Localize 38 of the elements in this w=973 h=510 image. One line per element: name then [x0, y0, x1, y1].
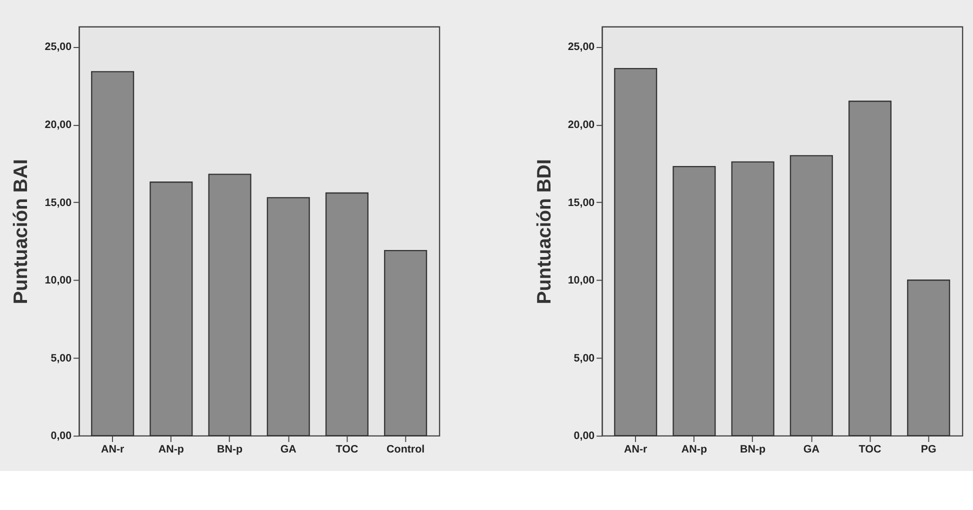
x-tick-label: BN-p	[216, 444, 244, 456]
y-tick-label: 5,00	[50, 352, 72, 364]
y-tick-label: 10,00	[44, 274, 72, 287]
x-tick-label: Control	[386, 444, 425, 456]
y-tick-label: 15,00	[568, 196, 595, 209]
bar	[907, 280, 950, 436]
x-tick-label: AN-r	[100, 444, 124, 456]
y-tick-label: 0,00	[574, 430, 595, 442]
bar	[150, 182, 193, 436]
x-tick-label: GA	[280, 444, 297, 456]
bar	[672, 166, 716, 436]
y-tick-label: 25,00	[568, 41, 595, 54]
bar	[91, 71, 134, 436]
y-tick-label: 5,00	[574, 352, 595, 364]
y-tick-label: 20,00	[44, 118, 72, 131]
y-tick-label: 25,00	[44, 41, 72, 54]
bar	[325, 192, 368, 436]
y-tick-label: 15,00	[44, 196, 72, 209]
bar	[208, 174, 252, 436]
x-tick-label: AN-p	[158, 444, 184, 456]
x-tick-label: AN-r	[624, 444, 648, 456]
bar	[266, 197, 310, 436]
bar	[848, 100, 892, 436]
x-tick-label: TOC	[336, 444, 358, 456]
x-tick-label: TOC	[858, 444, 882, 456]
y-tick-label: 0,00	[50, 430, 72, 442]
y-axis-title: Puntuación BAI	[10, 159, 32, 304]
x-tick-label: BN-p	[740, 444, 766, 456]
y-tick-label: 20,00	[568, 118, 595, 131]
x-tick-label: AN-p	[681, 444, 708, 456]
bar	[731, 161, 774, 436]
x-tick-label: GA	[803, 444, 820, 456]
y-tick-label: 10,00	[568, 274, 595, 287]
bar	[790, 155, 833, 436]
x-tick-label: PG	[920, 444, 936, 456]
bar	[614, 68, 658, 436]
y-axis-title: Puntuación BDI	[533, 159, 556, 304]
bar	[384, 250, 428, 436]
